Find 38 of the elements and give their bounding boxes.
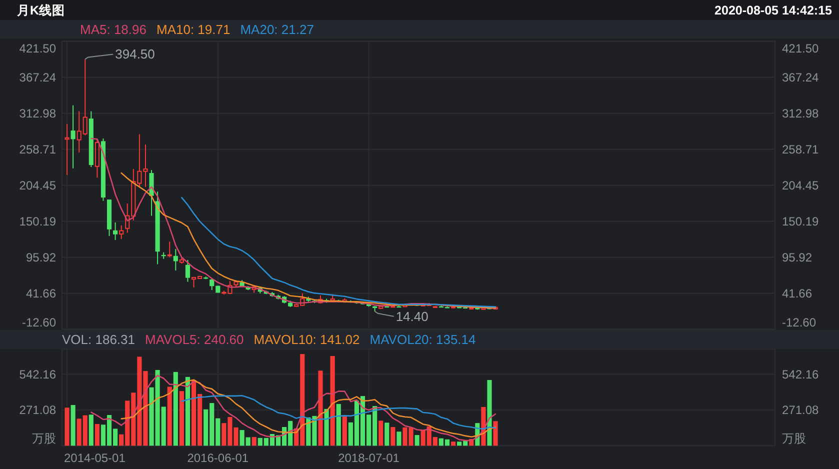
y2-tick-label: 41.66	[782, 286, 812, 300]
x-tick-label: 2018-07-01	[338, 451, 400, 466]
y2-tick-label: 万股	[782, 432, 806, 446]
y-tick-label: 150.19	[19, 214, 56, 228]
y2-tick-label: 271.08	[782, 403, 820, 417]
y2-tick-label: -12.60	[782, 315, 816, 330]
y2-tick-label: 421.50	[782, 41, 820, 56]
y2-tick-label: 95.92	[782, 250, 812, 264]
y-tick-label: 542.16	[19, 367, 56, 382]
y2-tick-label: 150.19	[782, 214, 820, 228]
y-tick-label: 万股	[32, 432, 56, 446]
text: 2020-08-05 14:42:15	[714, 4, 832, 18]
y2-tick-label: 258.71	[782, 142, 820, 156]
text: MA20: 21.27	[240, 22, 314, 37]
x-tick-label: 2016-06-01	[187, 451, 249, 466]
text: MAVOL20: 135.14	[370, 332, 476, 348]
y-tick-label: -12.60	[22, 315, 56, 330]
y2-tick-label: 542.16	[782, 367, 820, 382]
text: MAVOL5: 240.60	[145, 332, 244, 348]
y-tick-label: 367.24	[19, 70, 56, 84]
y-tick-label: 41.66	[26, 286, 56, 300]
y2-tick-label: 367.24	[782, 70, 820, 84]
text: MA10: 19.71	[156, 22, 230, 37]
y-tick-label: 421.50	[19, 41, 56, 56]
series-label: VOL: 186.31	[62, 332, 135, 348]
annotation: 14.40	[396, 308, 428, 324]
y-tick-label: 312.98	[19, 106, 56, 120]
chart-title: 月K线图	[16, 4, 66, 18]
y-tick-label: 271.08	[19, 403, 56, 417]
y-tick-label: 258.71	[19, 142, 56, 156]
y2-tick-label: 312.98	[782, 106, 820, 120]
y-tick-label: 204.45	[19, 178, 56, 192]
annotation: 394.50	[115, 46, 155, 62]
text: MA5: 18.96	[80, 22, 146, 37]
y-tick-label: 95.92	[26, 250, 56, 264]
x-tick-label: 2014-05-01	[64, 451, 126, 466]
text: MAVOL10: 141.02	[254, 332, 360, 348]
y2-tick-label: 204.45	[782, 178, 820, 192]
